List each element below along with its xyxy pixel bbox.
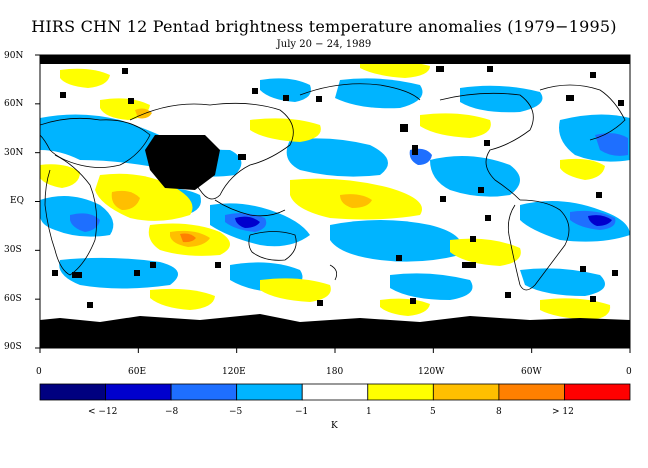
colorbar-label-8: 8 [496,407,502,417]
colorbar-unit: K [331,421,338,431]
colorbar-segment [367,383,434,401]
lon-label-0-right: 0 [626,367,632,377]
lon-label-120w: 120W [418,367,445,377]
cold-anomaly-regions [40,78,630,300]
lon-label-180: 180 [326,367,344,377]
lon-label-60e: 60E [128,367,147,377]
lat-label-90n: 90N [4,51,24,61]
axis-ticks [35,54,631,353]
colorbar-label-gt-12: > 12 [552,407,574,417]
map-title: HIRS CHN 12 Pentad brightness temperatur… [31,17,617,36]
lat-label-60n: 60N [4,99,24,109]
coastlines [40,83,626,291]
lat-label-30s: 30S [4,245,22,255]
colorbar-segment [564,383,631,401]
colorbar-label-1neg: −1 [295,407,309,417]
lat-label-60s: 60S [4,294,22,304]
colorbar-segment [39,383,106,401]
lat-label-eq: EQ [10,196,24,206]
map-subtitle: July 20 − 24, 1989 [276,39,372,50]
colorbar-segment [301,383,369,401]
colorbar-segment [170,383,238,401]
lon-label-0-left: 0 [36,367,42,377]
lat-label-30n: 30N [4,148,24,158]
lon-label-60w: 60W [521,367,542,377]
colorbar-segment [236,383,303,401]
lon-label-120e: 120E [222,367,246,377]
colorbar-label-5neg: −5 [229,407,243,417]
colorbar-label-5: 5 [430,407,436,417]
lat-label-90s: 90S [4,342,22,352]
colorbar-label-lt-12: < −12 [88,407,118,417]
colorbar-segment [432,383,500,401]
very-cold-anomaly-regions [235,215,612,228]
very-warm-anomaly-regions [180,233,196,243]
colorbar-label-1: 1 [366,407,372,417]
colorbar [39,383,631,401]
colorbar-label-8neg: −8 [165,407,179,417]
colorbar-segment [498,383,565,401]
colorbar-segment [105,383,172,401]
map-field [40,55,630,348]
missing-data-regions [40,55,630,348]
